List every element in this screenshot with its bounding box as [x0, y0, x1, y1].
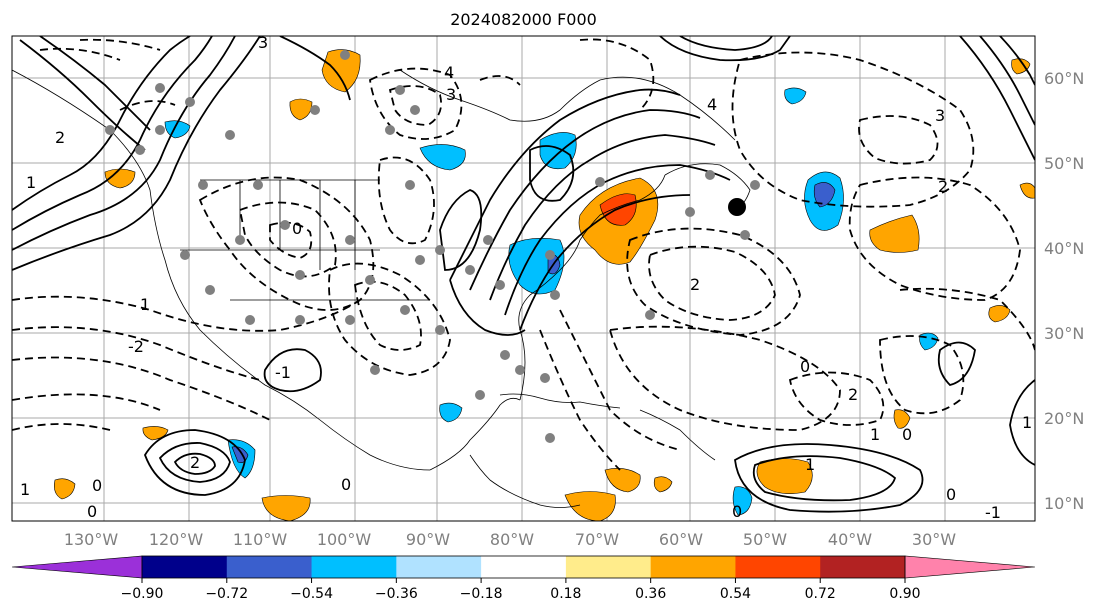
contour-label: -1 — [985, 503, 1001, 522]
contour-label: -1 — [275, 363, 291, 382]
contour-label: 1 — [20, 480, 30, 499]
contour-label: 0 — [341, 475, 351, 494]
lon-tick-label: 90°W — [406, 530, 450, 549]
lon-tick-label: 30°W — [912, 530, 956, 549]
colorbar-tick-label: −0.90 — [121, 586, 164, 602]
contour-label: 0 — [732, 502, 742, 521]
contour-label: 1 — [26, 173, 36, 192]
lon-tick-label: 120°W — [149, 530, 204, 549]
colorbar-tick-label: 0.18 — [550, 586, 581, 602]
colorbar-tick-label: −0.54 — [290, 586, 333, 602]
colorbar-segment — [311, 556, 397, 578]
contour-labels: 4 3 2 1 0 -1 -2 4 3 2 1 0 0 0 1 2 2 3 1 … — [20, 33, 1032, 522]
contour-label: 0 — [946, 485, 956, 504]
contour-label: 3 — [935, 106, 945, 125]
colorbar-segment — [481, 556, 567, 578]
colorbar-segment — [226, 556, 313, 578]
lon-tick-label: 40°W — [828, 530, 872, 549]
colorbar-tick-label: 0.90 — [889, 586, 920, 602]
contour-label: 4 — [707, 95, 717, 114]
contour-label: 3 — [258, 33, 268, 52]
contour-label: 0 — [87, 502, 97, 521]
colorbar-segment — [142, 556, 228, 578]
lon-tick-label: 80°W — [490, 530, 534, 549]
colorbar: −0.90 −0.72 −0.54 −0.36 −0.18 0.18 0.36 0.54 0.7… — [11, 555, 1036, 602]
contour-label: 0 — [292, 219, 302, 238]
lat-axis: 60°N 50°N 40°N 30°N 20°N 10°N — [1044, 69, 1084, 513]
contour-label: 2 — [938, 177, 948, 196]
contour-label: 1 — [140, 295, 150, 314]
contour-label: 2 — [55, 128, 65, 147]
colorbar-segment — [650, 556, 736, 578]
colorbar-tick-label: 0.36 — [635, 586, 666, 602]
contour-label: 3 — [446, 85, 456, 104]
contour-label: 2 — [690, 275, 700, 294]
colorbar-tick-label: 0.54 — [720, 586, 751, 602]
contour-label: 2 — [848, 385, 858, 404]
map-title: 2024082000 F000 — [450, 10, 597, 29]
lat-tick-label: 50°N — [1044, 154, 1084, 173]
colorbar-tick-label: 0.72 — [805, 586, 836, 602]
station-marker — [728, 198, 746, 216]
colorbar-segment — [396, 556, 482, 578]
contour-label: 0 — [800, 357, 810, 376]
colorbar-segment — [820, 556, 906, 578]
colorbar-outline — [141, 555, 906, 579]
contour-label: -2 — [128, 337, 144, 356]
lat-tick-label: 20°N — [1044, 409, 1084, 428]
colorbar-extend-high — [904, 555, 1036, 579]
contours-dashed — [12, 38, 1035, 471]
colorbar-segment — [735, 556, 821, 578]
colorbar-tick-label: −0.72 — [205, 586, 248, 602]
lon-tick-label: 60°W — [659, 530, 703, 549]
colorbar-segment — [565, 556, 652, 578]
lat-tick-label: 10°N — [1044, 494, 1084, 513]
contour-label: 0 — [902, 425, 912, 444]
lat-tick-label: 60°N — [1044, 69, 1084, 88]
lon-tick-label: 130°W — [64, 530, 119, 549]
observation-dots — [105, 50, 760, 443]
contour-label: 1 — [1022, 413, 1032, 432]
lon-tick-label: 100°W — [317, 530, 372, 549]
lon-axis: 130°W 120°W 110°W 100°W 90°W 80°W 70°W 6… — [64, 530, 956, 549]
contour-label: 1 — [870, 425, 880, 444]
lat-tick-label: 40°N — [1044, 239, 1084, 258]
lon-tick-label: 70°W — [575, 530, 619, 549]
contour-label: 4 — [444, 63, 454, 82]
colorbar-tick-label: −0.18 — [460, 586, 503, 602]
contour-label: 2 — [190, 453, 200, 472]
lon-tick-label: 50°W — [743, 530, 787, 549]
contours — [12, 36, 1035, 513]
contour-label: 0 — [92, 476, 102, 495]
contour-label: 1 — [805, 455, 815, 474]
lon-tick-label: 110°W — [233, 530, 288, 549]
colorbar-extend-low — [11, 555, 143, 579]
lat-tick-label: 30°N — [1044, 324, 1084, 343]
colorbar-tick-label: −0.36 — [375, 586, 418, 602]
